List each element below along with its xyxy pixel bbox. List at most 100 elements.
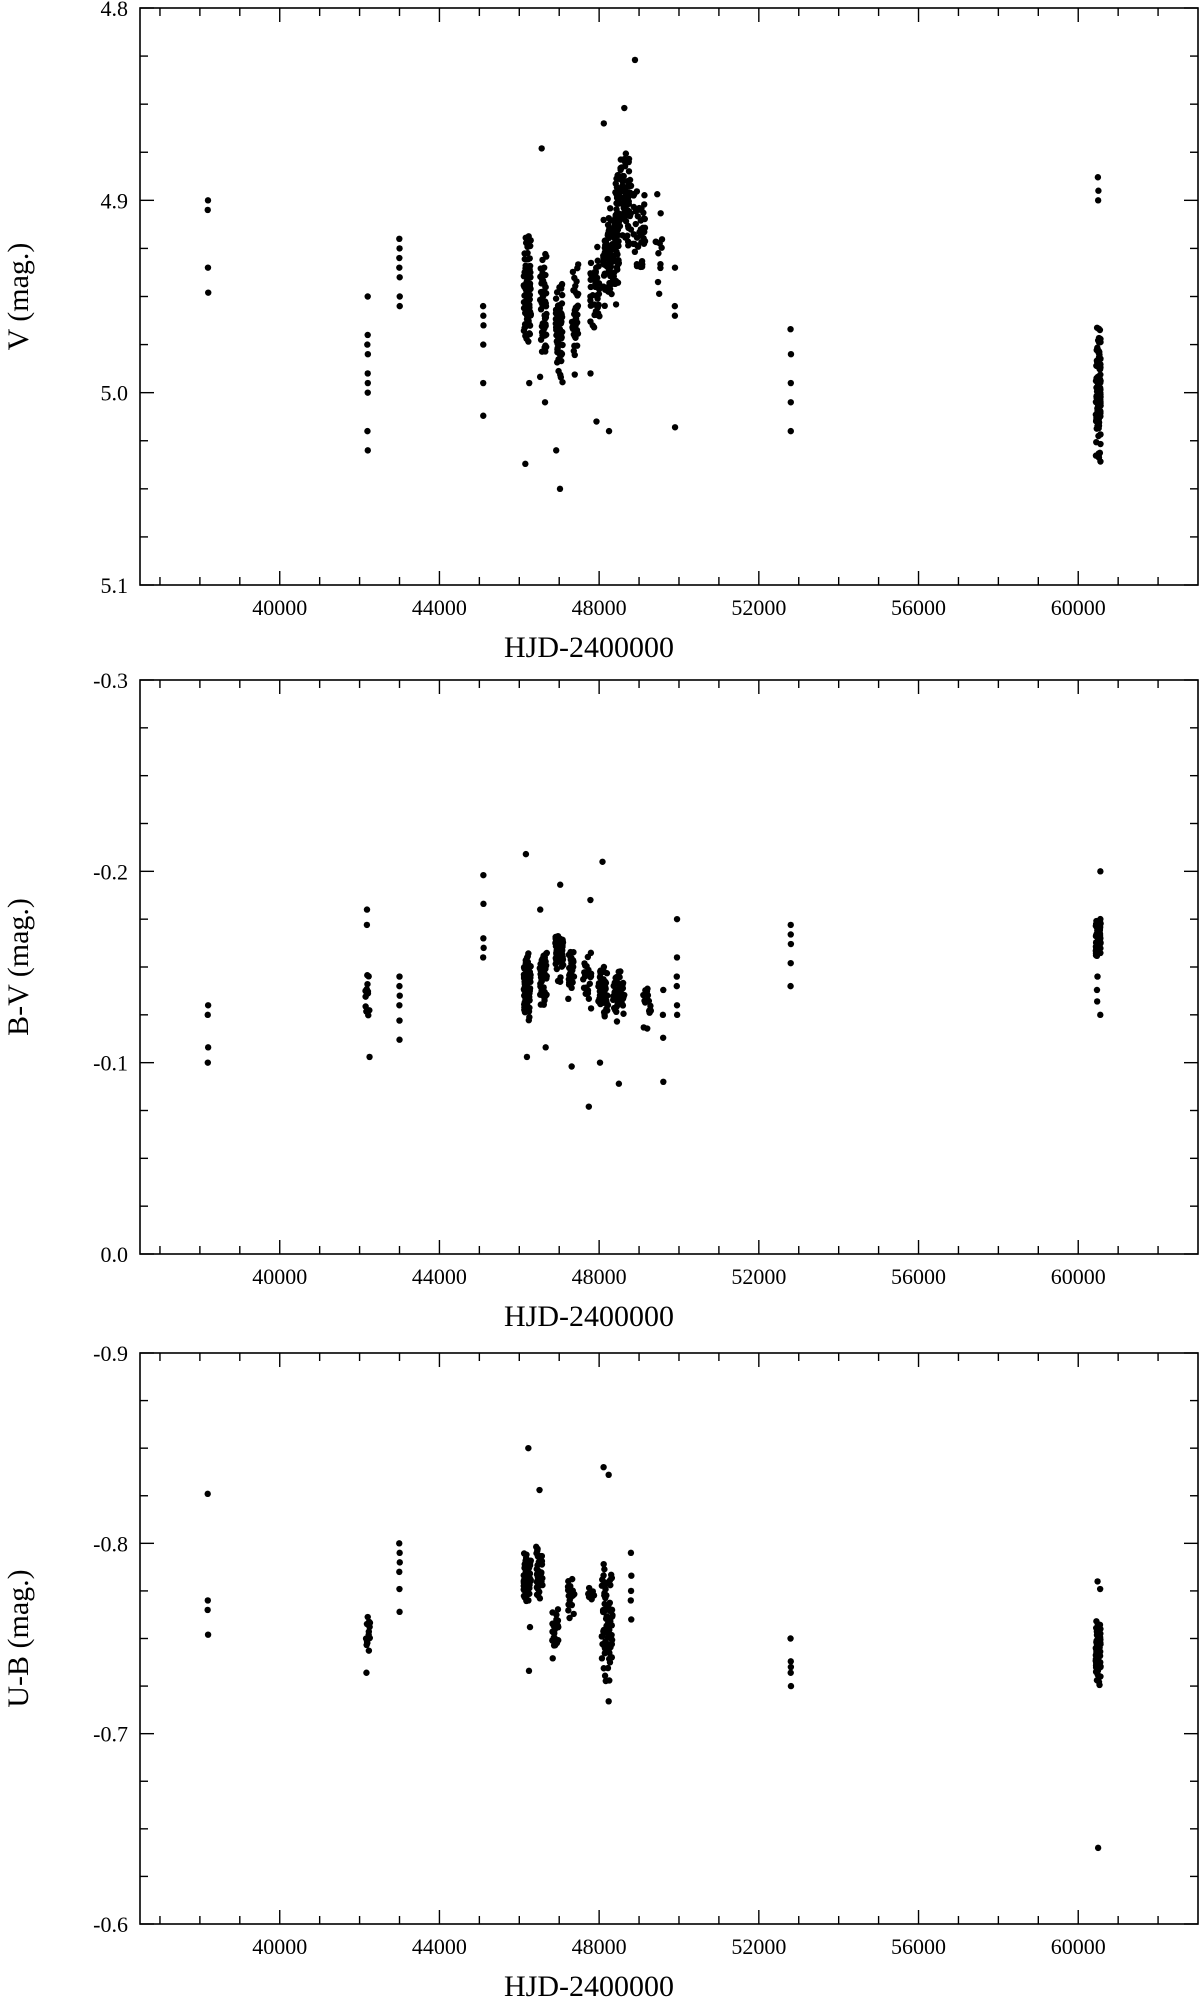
data-point	[542, 290, 550, 297]
data-point	[479, 954, 487, 961]
data-point	[613, 175, 620, 182]
data-point	[480, 935, 487, 942]
data-point	[366, 1053, 373, 1061]
data-point	[574, 303, 581, 310]
data-point	[1097, 431, 1104, 438]
data-point	[524, 969, 532, 976]
data-point	[594, 243, 601, 251]
y-axis-title: B-V (mag.)	[2, 898, 35, 1036]
data-point	[587, 970, 595, 977]
y-tick-label: 4.9	[101, 188, 129, 213]
data-point	[520, 1001, 528, 1008]
data-point	[1092, 1668, 1100, 1676]
data-point	[363, 921, 371, 929]
data-point	[609, 275, 617, 282]
data-point	[570, 347, 578, 355]
data-point	[1093, 1624, 1100, 1632]
data-point	[541, 344, 548, 351]
data-point	[613, 225, 620, 232]
data-point	[657, 210, 664, 217]
data-point	[610, 1004, 618, 1012]
data-point	[396, 1549, 403, 1557]
data-point	[658, 244, 665, 251]
data-point	[622, 234, 629, 241]
data-point	[671, 424, 679, 431]
data-point	[574, 292, 581, 299]
data-point	[1095, 187, 1102, 194]
data-point	[1096, 937, 1103, 944]
data-point	[568, 984, 575, 992]
data-point	[787, 1635, 794, 1642]
x-tick-label: 52000	[731, 1934, 786, 1959]
data-point	[671, 264, 679, 271]
data-point	[525, 1017, 533, 1024]
data-point	[627, 1549, 635, 1557]
data-point	[1092, 1657, 1100, 1665]
data-point	[536, 1486, 543, 1494]
data-point	[396, 1585, 403, 1593]
data-point	[633, 234, 641, 241]
data-point	[558, 291, 566, 299]
data-point	[631, 240, 638, 248]
x-tick-label: 44000	[412, 595, 467, 620]
data-point	[363, 1669, 370, 1676]
data-point	[525, 1444, 532, 1452]
data-point	[1094, 174, 1102, 181]
data-point	[540, 332, 547, 340]
data-point	[787, 921, 794, 929]
data-point	[559, 936, 566, 944]
data-point	[204, 1631, 212, 1638]
data-point	[525, 1667, 533, 1675]
data-point	[396, 254, 403, 262]
data-point	[631, 56, 639, 64]
data-point	[396, 982, 403, 990]
u-b-color-panel: 40000 44000 48000 52000 56000 60000 -0.9 -0.8 -0…	[2, 1341, 1199, 2003]
data-point	[627, 226, 635, 233]
data-point	[365, 1631, 372, 1638]
data-point	[480, 341, 487, 348]
data-point	[204, 1059, 212, 1066]
data-point	[617, 1000, 624, 1007]
data-point	[613, 200, 620, 207]
data-point	[396, 264, 403, 271]
data-point	[612, 231, 619, 239]
data-point	[628, 1572, 635, 1579]
y-tick-label: -0.7	[93, 1722, 128, 1747]
data-point	[204, 1606, 211, 1614]
data-point	[526, 978, 533, 985]
data-point	[589, 1588, 597, 1595]
data-point	[527, 312, 534, 319]
data-point	[537, 265, 544, 272]
data-point	[525, 1581, 532, 1589]
data-point	[364, 447, 371, 454]
data-point	[363, 906, 371, 913]
data-point	[523, 1053, 531, 1061]
data-point	[365, 1647, 373, 1654]
data-point	[396, 1036, 403, 1043]
data-point	[396, 302, 403, 310]
data-point	[522, 309, 529, 316]
data-point	[600, 120, 608, 127]
data-point	[553, 1619, 560, 1627]
data-point	[601, 1672, 609, 1679]
data-point	[554, 977, 562, 985]
data-point	[636, 204, 643, 212]
data-point	[660, 1078, 667, 1086]
y-tick-label: -0.1	[93, 1051, 128, 1076]
data-point	[673, 1002, 681, 1009]
data-point	[605, 1655, 613, 1663]
data-point	[538, 272, 546, 279]
data-point	[535, 1558, 543, 1566]
x-tick-label: 48000	[572, 1934, 627, 1959]
data-point	[608, 1640, 616, 1648]
data-point	[600, 976, 607, 983]
data-point	[633, 260, 641, 268]
y-tick-label: 5.1	[101, 573, 129, 598]
data-point	[534, 1567, 541, 1574]
data-point	[606, 1607, 613, 1614]
data-point	[396, 973, 403, 980]
data-point	[604, 287, 612, 295]
data-point	[1096, 1585, 1104, 1593]
data-point	[566, 1614, 573, 1622]
x-tick-label: 40000	[252, 1934, 307, 1959]
